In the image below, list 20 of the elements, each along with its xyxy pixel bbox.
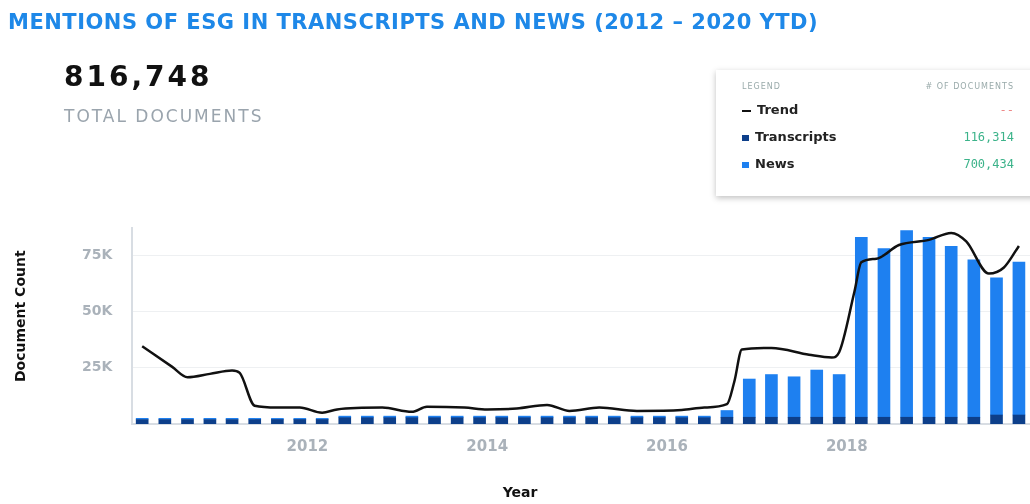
text: 700,434 (963, 157, 1014, 171)
text: TOTAL DOCUMENTS (64, 106, 264, 126)
legend-label: Transcripts (754, 129, 837, 144)
chart-title: MENTIONS OF ESG IN TRANSCRIPTS AND NEWS (2012 – 2020 YTD) (8, 10, 819, 34)
y-tick-label: 25K (81, 358, 114, 375)
text: 116,314 (963, 130, 1014, 144)
legend-label: News (754, 156, 795, 171)
x-axis-title: Year (501, 484, 539, 500)
text: -- (999, 103, 1014, 117)
y-tick-label: 50K (81, 302, 114, 319)
y-axis-title: Document Count (12, 250, 28, 382)
y-tick-label: 75K (81, 246, 114, 263)
x-tick-label: 2016 (646, 436, 688, 455)
x-tick-label: 2012 (286, 436, 329, 455)
x-tick-label: 2018 (825, 436, 868, 455)
legend-title: LEGEND (742, 82, 781, 91)
x-tick-label: 2014 (466, 436, 509, 455)
legend-label: Trend (756, 102, 799, 117)
text: 816,748 (64, 60, 213, 93)
text: # OF DOCUMENTS (925, 82, 1014, 91)
